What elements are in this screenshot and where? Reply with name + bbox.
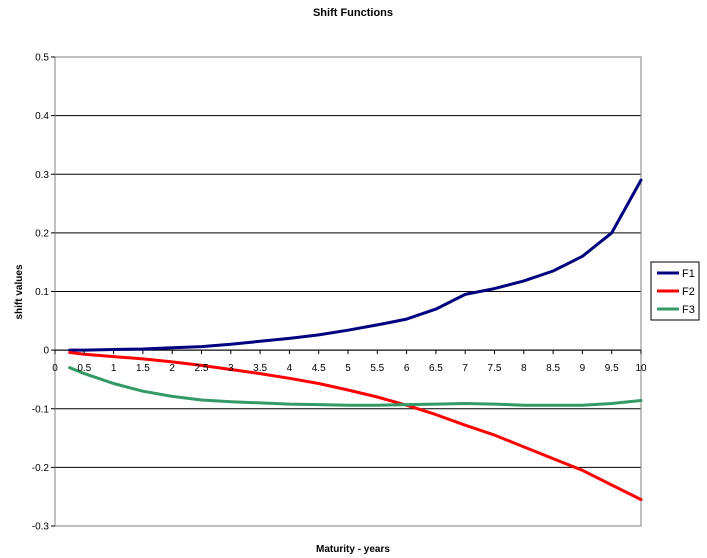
x-tick-label: 9.5 <box>605 363 619 374</box>
legend-label-f1: F1 <box>682 268 695 280</box>
y-tick-label: -0.1 <box>32 404 50 415</box>
x-tick-label: 5 <box>345 363 351 374</box>
x-tick-label: 4 <box>287 363 293 374</box>
y-tick-label: 0.2 <box>35 228 49 239</box>
series-layer <box>68 178 643 502</box>
x-axis-label: Maturity - years <box>316 544 390 555</box>
x-tick-label: 8 <box>521 363 527 374</box>
y-tick-label: 0.3 <box>35 170 49 181</box>
x-tick-label: 3 <box>228 363 234 374</box>
x-tick-label: 1.5 <box>136 363 150 374</box>
y-tick-label: -0.3 <box>32 522 50 533</box>
series-line-f1 <box>68 178 643 352</box>
y-tick-label: -0.2 <box>32 463 50 474</box>
x-tick-label: 7 <box>462 363 468 374</box>
x-tick-label: 6 <box>404 363 410 374</box>
y-axis-label: shift values <box>14 264 25 319</box>
chart-title: Shift Functions <box>313 7 393 19</box>
x-tick-label: 3.5 <box>253 363 267 374</box>
legend-label-f2: F2 <box>682 286 695 298</box>
x-tick-label: 4.5 <box>312 363 326 374</box>
x-tick-label: 10 <box>635 363 647 374</box>
legend: F1 F2 F3 <box>650 261 700 321</box>
y-tick-label: 0.5 <box>35 53 49 64</box>
tick-layer: 0.5 0.4 0.3 0.2 0.1 0 -0.1 -0.2 -0.3 0 0.5 1 1.5 2 2.5… <box>32 53 647 533</box>
series-line-f2 <box>68 351 643 502</box>
grid-layer <box>55 115 641 468</box>
series-line-f3 <box>68 366 643 407</box>
x-tick-label: 0 <box>52 363 58 374</box>
x-tick-label: 6.5 <box>429 363 443 374</box>
x-tick-label: 5.5 <box>370 363 384 374</box>
x-tick-label: 0.5 <box>77 363 91 374</box>
x-tick-label: 9 <box>580 363 586 374</box>
x-tick-label: 2.5 <box>195 363 209 374</box>
x-tick-label: 8.5 <box>546 363 560 374</box>
x-tick-label: 7.5 <box>488 363 502 374</box>
x-tick-label: 2 <box>169 363 175 374</box>
y-tick-label: 0 <box>43 346 49 357</box>
y-tick-label: 0.1 <box>35 287 49 298</box>
y-tick-label: 0.4 <box>35 111 49 122</box>
x-tick-label: 1 <box>111 363 117 374</box>
legend-label-f3: F3 <box>682 304 695 316</box>
